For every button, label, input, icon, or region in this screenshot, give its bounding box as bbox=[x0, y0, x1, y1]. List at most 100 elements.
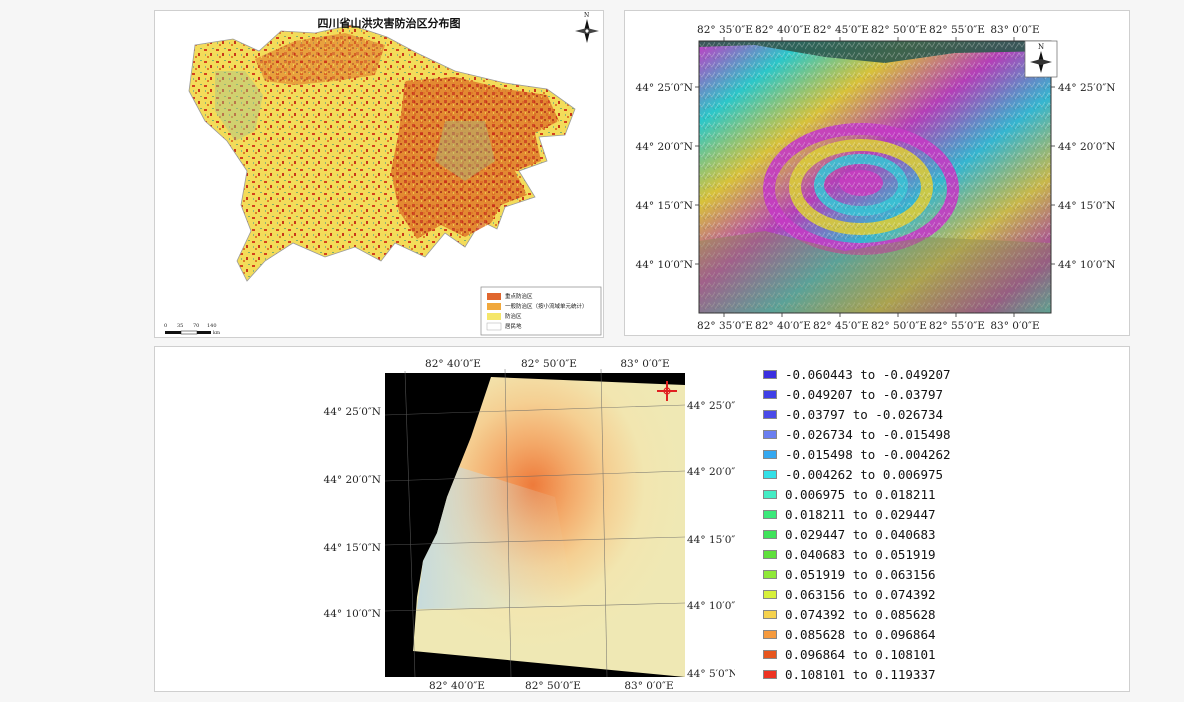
top-tick-label: 83° 0′0″E bbox=[990, 24, 1039, 36]
legend-item: -0.049207 to -0.03797 bbox=[763, 384, 943, 404]
legend-swatch bbox=[763, 669, 777, 679]
legend-label: 0.006975 to 0.018211 bbox=[785, 486, 936, 502]
left-tick-label: 44° 15′0″N bbox=[636, 200, 693, 212]
legend-label: -0.03797 to -0.026734 bbox=[785, 406, 944, 422]
right-tick-label: 44° 10′0″N bbox=[687, 600, 735, 612]
left-tick-label: 44° 15′0″N bbox=[324, 542, 381, 554]
top-tick-label: 82° 50′0″E bbox=[521, 358, 577, 370]
interferogram-panel: 82° 35′0″E 82° 40′0″E 82° 45′0″E 82° 50′… bbox=[624, 10, 1130, 336]
legend-swatch bbox=[763, 609, 777, 619]
greenish-highlands bbox=[215, 71, 263, 141]
top-tick-label: 82° 35′0″E bbox=[697, 24, 753, 36]
interferogram-canvas: 82° 35′0″E 82° 40′0″E 82° 45′0″E 82° 50′… bbox=[636, 24, 1116, 332]
deformation-panel: 82° 40′0″E 82° 50′0″E 83° 0′0″E 82° 40′0… bbox=[154, 346, 1130, 692]
legend-item: -0.03797 to -0.026734 bbox=[763, 404, 943, 424]
legend-label: -0.026734 to -0.015498 bbox=[785, 426, 951, 442]
compass-north-label: N bbox=[1038, 43, 1044, 51]
legend-item: 0.040683 to 0.051919 bbox=[763, 544, 936, 564]
right-tick-label: 44° 25′0″N bbox=[1058, 82, 1115, 94]
left-tick-label: 44° 10′0″N bbox=[324, 608, 381, 620]
legend-swatch bbox=[763, 469, 777, 479]
right-tick-label: 44° 20′0″N bbox=[1058, 141, 1115, 153]
scale-tick: 140 bbox=[207, 323, 217, 329]
left-tick-label: 44° 25′0″N bbox=[636, 82, 693, 94]
legend-label: 重点防治区 bbox=[505, 294, 533, 300]
legend-item: 0.051919 to 0.063156 bbox=[763, 564, 936, 584]
legend-label: 0.051919 to 0.063156 bbox=[785, 566, 936, 582]
legend-item: -0.004262 to 0.006975 bbox=[763, 464, 943, 484]
bottom-tick-label: 83° 0′0″E bbox=[624, 680, 673, 692]
map-title: 四川省山洪灾害防治区分布图 bbox=[317, 17, 461, 30]
legend-swatch bbox=[763, 429, 777, 439]
graticule bbox=[384, 368, 686, 678]
bottom-tick-label: 82° 35′0″E bbox=[697, 320, 753, 332]
legend-label: 0.074392 to 0.085628 bbox=[785, 606, 936, 622]
legend-label: 0.096864 to 0.108101 bbox=[785, 646, 936, 662]
right-tick-label: 44° 10′0″N bbox=[1058, 259, 1115, 271]
legend-swatch bbox=[763, 509, 777, 519]
legend-swatch bbox=[763, 389, 777, 399]
legend-label: 0.040683 to 0.051919 bbox=[785, 546, 936, 562]
left-tick-label: 44° 10′0″N bbox=[636, 259, 693, 271]
legend-item: 0.074392 to 0.085628 bbox=[763, 604, 936, 624]
left-tick-label: 44° 25′0″N bbox=[324, 406, 381, 418]
legend-swatch bbox=[763, 449, 777, 459]
left-tick-label: 44° 20′0″N bbox=[324, 474, 381, 486]
legend-item: -0.026734 to -0.015498 bbox=[763, 424, 951, 444]
bottom-tick-label: 83° 0′0″E bbox=[990, 320, 1039, 332]
legend-label: 0.063156 to 0.074392 bbox=[785, 586, 936, 602]
top-tick-label: 82° 40′0″E bbox=[425, 358, 481, 370]
legend-swatch bbox=[486, 322, 502, 331]
legend-swatch bbox=[763, 549, 777, 559]
bottom-tick-label: 82° 50′0″E bbox=[525, 680, 581, 692]
legend-label: 0.108101 to 0.119337 bbox=[785, 666, 936, 682]
legend-label: -0.015498 to -0.004262 bbox=[785, 446, 951, 462]
sichuan-map-canvas bbox=[165, 19, 602, 336]
legend-label: 0.018211 to 0.029447 bbox=[785, 506, 936, 522]
legend-swatch bbox=[487, 303, 501, 310]
legend-label: 一般防治区（按小流域单元统计） bbox=[505, 304, 588, 310]
bottom-tick-label: 82° 50′0″E bbox=[871, 320, 927, 332]
scale-tick: 0 bbox=[164, 323, 168, 329]
scale-bar bbox=[165, 330, 211, 335]
high-risk-north bbox=[255, 33, 385, 85]
legend-swatch bbox=[763, 369, 777, 379]
legend-label: -0.004262 to 0.006975 bbox=[785, 466, 944, 482]
compass-icon bbox=[575, 19, 599, 43]
bottom-tick-label: 82° 55′0″E bbox=[929, 320, 985, 332]
legend-item: 0.029447 to 0.040683 bbox=[763, 524, 936, 544]
legend-item: 0.108101 to 0.119337 bbox=[763, 664, 936, 684]
top-tick-label: 82° 55′0″E bbox=[929, 24, 985, 36]
sichuan-map-panel: 四川省山洪灾害防治区分布图 N 重点防治区 一般防治区（按小流域单元统计） 防治… bbox=[154, 10, 604, 338]
compass-icon bbox=[1030, 51, 1052, 73]
legend-swatch bbox=[763, 589, 777, 599]
top-tick-label: 82° 45′0″E bbox=[813, 24, 869, 36]
right-tick-label: 44° 20′0″N bbox=[687, 466, 735, 478]
legend-item: 0.063156 to 0.074392 bbox=[763, 584, 936, 604]
top-tick-label: 83° 0′0″E bbox=[620, 358, 669, 370]
legend-swatch bbox=[763, 409, 777, 419]
subsidence-zone bbox=[417, 467, 575, 609]
deformation-canvas: 82° 40′0″E 82° 50′0″E 83° 0′0″E 82° 40′0… bbox=[324, 358, 735, 692]
left-tick-label: 44° 20′0″N bbox=[636, 141, 693, 153]
legend-swatch bbox=[763, 569, 777, 579]
greenish-basin bbox=[435, 121, 495, 181]
top-tick-label: 82° 50′0″E bbox=[871, 24, 927, 36]
legend-swatch bbox=[487, 313, 501, 320]
legend-label: 居民地 bbox=[505, 324, 522, 330]
compass-north-label: N bbox=[584, 12, 590, 19]
legend-item: 0.085628 to 0.096864 bbox=[763, 624, 936, 644]
right-tick-label: 44° 15′0″N bbox=[687, 534, 735, 546]
legend-swatch bbox=[763, 629, 777, 639]
legend-item: 0.006975 to 0.018211 bbox=[763, 484, 936, 504]
legend-label: 0.029447 to 0.040683 bbox=[785, 526, 936, 542]
bottom-tick-label: 82° 45′0″E bbox=[813, 320, 869, 332]
bottom-tick-label: 82° 40′0″E bbox=[429, 680, 485, 692]
top-tick-label: 82° 40′0″E bbox=[755, 24, 811, 36]
right-tick-label: 44° 5′0″N bbox=[687, 668, 735, 680]
right-tick-label: 44° 25′0″N bbox=[687, 400, 735, 412]
frame-ticks bbox=[695, 37, 1055, 317]
legend-swatch bbox=[763, 529, 777, 539]
legend-item: -0.060443 to -0.049207 bbox=[763, 364, 951, 384]
legend-swatch bbox=[763, 649, 777, 659]
